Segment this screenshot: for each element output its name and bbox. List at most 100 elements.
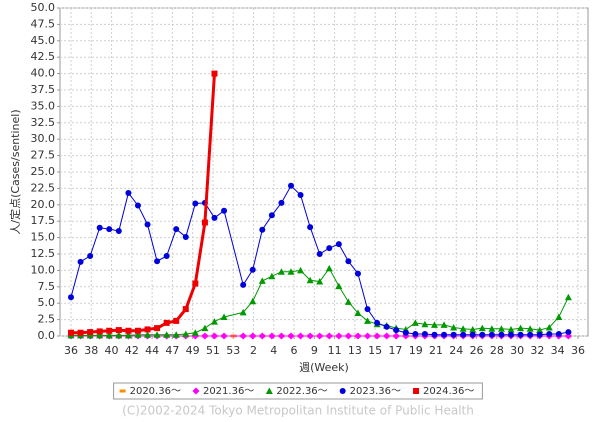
marker (507, 325, 515, 333)
marker (154, 258, 161, 265)
marker (268, 212, 275, 219)
marker (258, 277, 266, 284)
marker (339, 388, 346, 394)
marker (421, 331, 428, 338)
y-tick-label: 2.5 (38, 313, 56, 326)
marker (268, 332, 276, 340)
y-tick-label: 37.5 (31, 83, 56, 96)
marker (87, 329, 94, 336)
marker (383, 323, 390, 330)
marker (173, 226, 180, 233)
marker (450, 331, 457, 338)
marker (86, 331, 94, 339)
series-line (70, 184, 569, 336)
marker (411, 319, 419, 326)
marker (402, 329, 409, 336)
marker (306, 332, 314, 340)
marker (265, 387, 273, 394)
marker (374, 319, 381, 326)
marker (192, 200, 199, 207)
marker (125, 327, 132, 334)
y-tick-label: 30.0 (31, 132, 56, 145)
marker (144, 331, 152, 338)
marker (316, 278, 324, 285)
legend-label: 2022.36～ (276, 386, 327, 397)
marker (354, 332, 362, 340)
marker (517, 324, 525, 332)
marker (335, 282, 343, 290)
marker (105, 331, 113, 339)
marker (297, 191, 304, 198)
marker (297, 332, 305, 340)
marker (316, 332, 324, 340)
y-tick-label: 17.5 (31, 214, 56, 227)
x-tick-label: 47 (165, 344, 179, 357)
marker (240, 281, 247, 288)
marker (392, 332, 400, 340)
marker (68, 294, 74, 301)
marker (96, 224, 103, 231)
marker (450, 323, 458, 331)
marker (497, 325, 505, 332)
marker (96, 331, 104, 339)
legend-label: 2023.36～ (350, 386, 401, 397)
marker (96, 328, 103, 335)
marker (239, 308, 247, 316)
marker (163, 252, 170, 259)
x-tick-label: 9 (311, 344, 318, 357)
y-tick-label: 25.0 (31, 165, 56, 178)
marker (68, 329, 74, 336)
marker (192, 280, 199, 287)
marker (201, 324, 209, 332)
marker (459, 325, 467, 332)
marker (469, 325, 477, 333)
marker (154, 325, 161, 332)
marker (326, 245, 333, 252)
marker (517, 331, 524, 338)
marker (325, 264, 333, 272)
marker (210, 318, 218, 325)
marker (182, 233, 189, 240)
marker (441, 331, 448, 338)
x-tick-label: 21 (429, 344, 443, 357)
marker (545, 323, 553, 331)
marker (344, 332, 352, 340)
marker (383, 332, 391, 340)
y-tick-label: 35.0 (31, 99, 56, 112)
marker (115, 228, 122, 235)
marker (77, 329, 84, 336)
y-tick-label: 27.5 (31, 149, 56, 162)
legend-label: 2021.36～ (203, 386, 254, 397)
marker (182, 306, 189, 313)
x-tick-label: 15 (368, 344, 382, 357)
marker (287, 268, 295, 275)
y-axis-label: 人/定点(Cases/sentinel) (8, 109, 22, 234)
marker (536, 326, 544, 334)
marker (106, 327, 113, 334)
marker (277, 268, 285, 275)
marker (364, 332, 372, 340)
marker (249, 297, 257, 305)
marker (488, 331, 495, 338)
marker (211, 214, 218, 221)
x-tick-label: 36 (64, 344, 78, 357)
marker (278, 199, 285, 206)
x-tick-label: 53 (226, 344, 240, 357)
x-tick-label: 42 (125, 344, 139, 357)
x-tick-label: 24 (449, 344, 463, 357)
series-line (71, 73, 216, 335)
marker (192, 387, 200, 395)
footer: (C)2002-2024 Tokyo Metropolitan Institut… (122, 404, 474, 418)
marker (221, 207, 228, 214)
marker (306, 276, 314, 284)
marker (421, 320, 429, 328)
y-tick-label: 32.5 (31, 116, 56, 129)
marker (268, 272, 276, 280)
marker (144, 221, 151, 228)
y-tick-label: 0.0 (38, 329, 56, 342)
marker (134, 327, 141, 334)
marker (344, 298, 352, 305)
marker (106, 226, 113, 233)
